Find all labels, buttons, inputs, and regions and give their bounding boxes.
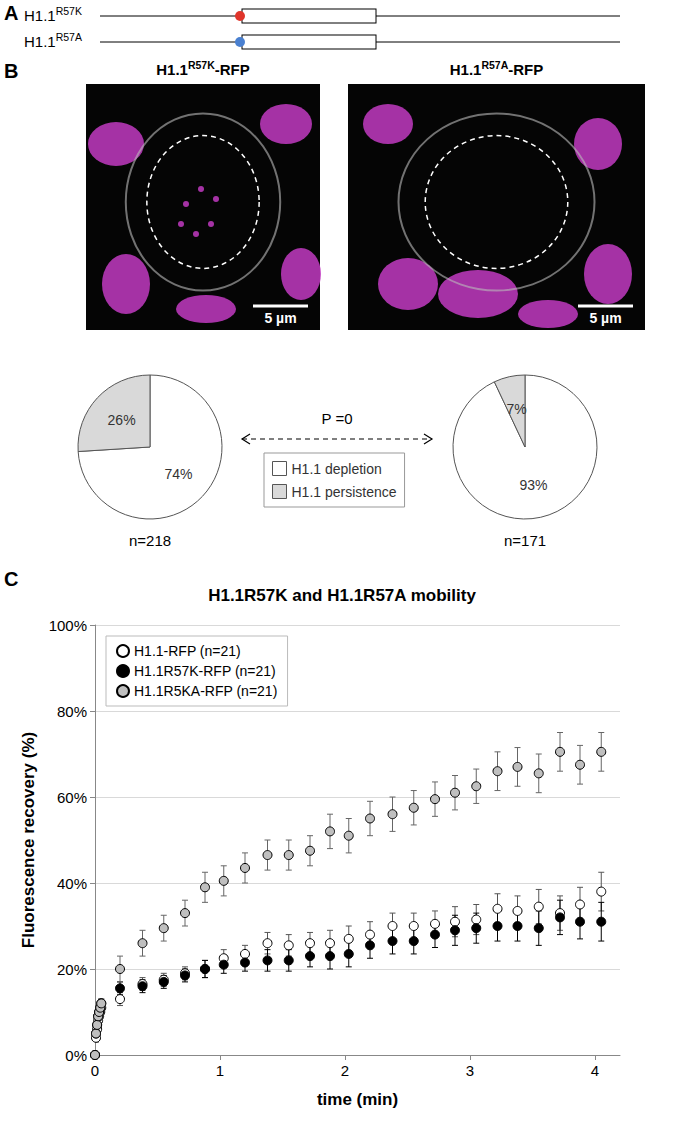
svg-text:7%: 7% <box>506 401 526 417</box>
svg-text:4: 4 <box>591 1062 599 1079</box>
svg-text:2: 2 <box>341 1062 349 1079</box>
svg-text:5 µm: 5 µm <box>264 310 296 326</box>
svg-text:1: 1 <box>216 1062 224 1079</box>
svg-text:H1.1 persistence: H1.1 persistence <box>292 484 397 500</box>
svg-text:H1.1R57K and H1.1R57A mobility: H1.1R57K and H1.1R57A mobility <box>208 586 476 605</box>
html-text:C: C <box>4 568 19 590</box>
svg-text:time (min): time (min) <box>317 1090 398 1109</box>
svg-text:H1.1R57A-RFP: H1.1R57A-RFP <box>450 59 544 78</box>
html-text:A: A <box>4 2 19 24</box>
svg-text:Fluorescence recovery (%): Fluorescence recovery (%) <box>19 732 38 948</box>
svg-text:3: 3 <box>466 1062 474 1079</box>
svg-text:H1.1 depletion: H1.1 depletion <box>292 461 382 477</box>
svg-text:74%: 74% <box>164 466 192 482</box>
svg-text:n=171: n=171 <box>504 532 546 549</box>
svg-text:40%: 40% <box>57 875 87 892</box>
svg-text:26%: 26% <box>108 412 136 428</box>
svg-text:H1.1R57K: H1.1R57K <box>24 5 82 24</box>
svg-text:60%: 60% <box>57 789 87 806</box>
svg-text:H1.1R57A: H1.1R57A <box>24 31 82 50</box>
svg-text:H1.1R5KA-RFP (n=21): H1.1R5KA-RFP (n=21) <box>134 683 277 699</box>
svg-text:80%: 80% <box>57 703 87 720</box>
svg-text:H1.1R57K-RFP (n=21): H1.1R57K-RFP (n=21) <box>134 663 276 679</box>
svg-text:100%: 100% <box>49 617 87 634</box>
svg-text:0: 0 <box>91 1062 99 1079</box>
svg-text:93%: 93% <box>519 477 547 493</box>
html-text:B: B <box>4 60 19 82</box>
svg-text:H1.1-RFP (n=21): H1.1-RFP (n=21) <box>134 643 241 659</box>
svg-text:5 µm: 5 µm <box>589 310 621 326</box>
svg-text:P =0: P =0 <box>321 410 352 427</box>
svg-text:0%: 0% <box>65 1047 87 1064</box>
svg-text:H1.1R57K-RFP: H1.1R57K-RFP <box>156 59 250 78</box>
svg-text:n=218: n=218 <box>129 532 171 549</box>
svg-text:20%: 20% <box>57 961 87 978</box>
